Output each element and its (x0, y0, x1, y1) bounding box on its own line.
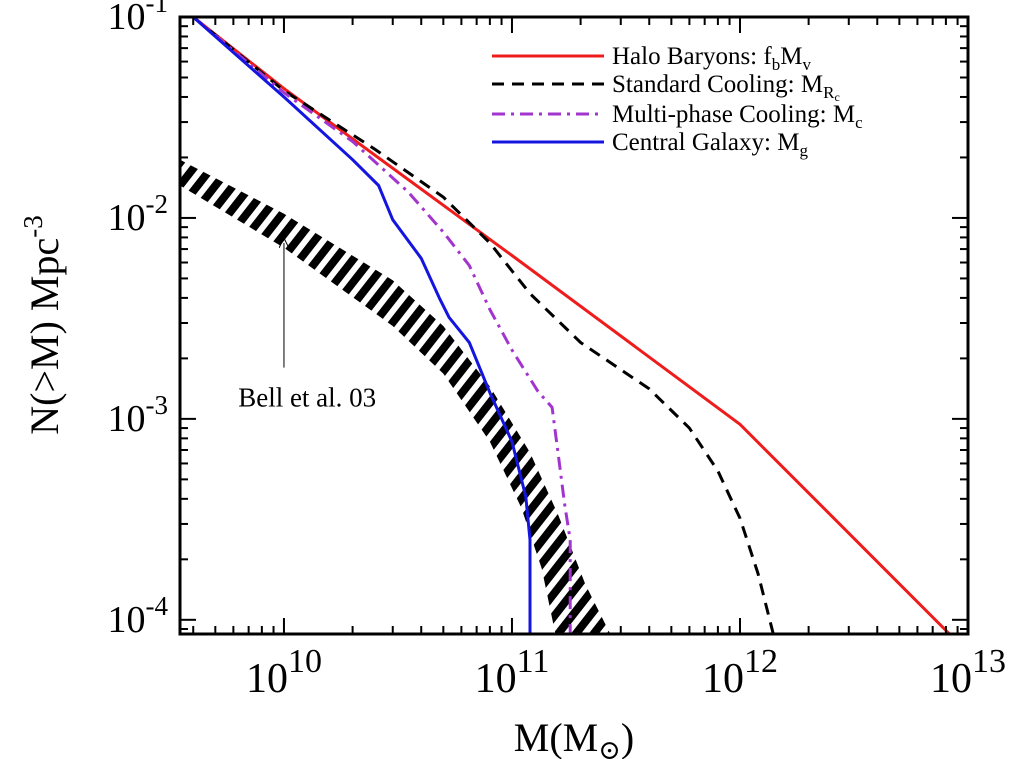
axis-ticks (180, 16, 969, 634)
x-tick-label-2: 1012 (702, 643, 778, 702)
x-axis-title: M(M⊙) (514, 715, 634, 759)
bell-band-area (180, 159, 611, 634)
x-axis-title-main: M(M (514, 715, 598, 759)
y-tick-label-1: 10-2 (108, 189, 169, 239)
annotation-text: Bell et al. 03 (238, 383, 376, 413)
y-axis-title: N(>M) Mpc-3 (18, 215, 67, 434)
series-lines (192, 17, 951, 634)
annotation: Bell et al. 03 (238, 243, 376, 413)
series-line-2 (192, 17, 572, 634)
bell-band (180, 159, 611, 634)
y-tick-label-3: 10-4 (108, 591, 169, 641)
y-tick-label-0: 10-1 (108, 0, 169, 38)
legend-label-1: Standard Cooling: MRc (612, 71, 840, 104)
y-tick-label-2: 10-3 (108, 390, 169, 440)
series-line-0 (192, 17, 951, 634)
legend-label-3: Central Galaxy: Mg (612, 129, 808, 160)
x-axis-title-sub: ⊙ (598, 735, 621, 759)
x-tick-label-0: 1010 (246, 643, 322, 702)
y-axis-title-sup: -3 (18, 215, 48, 238)
x-tick-label-3: 1013 (930, 643, 1006, 702)
series-line-3 (192, 17, 532, 634)
x-axis-title-close: ) (621, 715, 634, 759)
x-tick-label-1: 1011 (475, 643, 550, 702)
plot-frame (178, 15, 970, 636)
legend-label-2: Multi-phase Cooling: Mc (612, 101, 863, 132)
y-axis-title-main: N(>M) Mpc (22, 238, 67, 435)
axis-tick-labels: 1010 1011 1012 1013 10-1 10-2 10-3 10-4 (108, 0, 1007, 702)
legend-label-0: Halo Baryons: fbMv (612, 43, 811, 74)
series-line-1 (192, 17, 775, 634)
